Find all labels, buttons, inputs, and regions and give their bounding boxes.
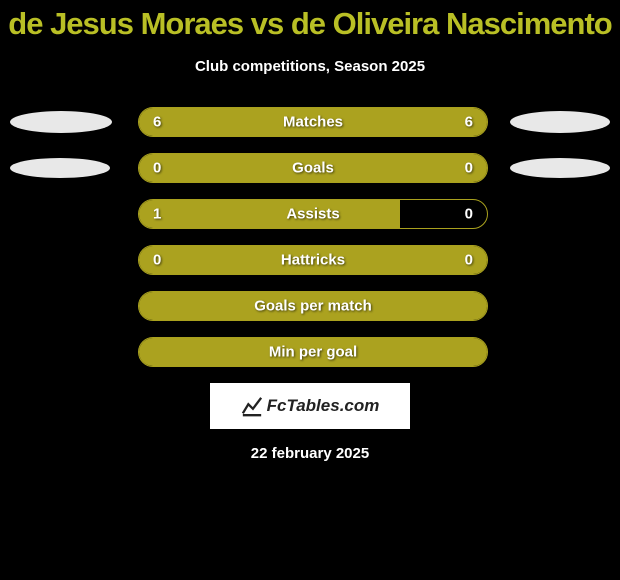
stat-row: 10Assists <box>0 199 620 229</box>
stat-bar: Min per goal <box>138 337 488 367</box>
bar-fill-right <box>313 108 487 136</box>
stat-bar: 00Hattricks <box>138 245 488 275</box>
player-marker-left <box>10 158 110 178</box>
page-title: de Jesus Moraes vs de Oliveira Nasciment… <box>0 0 620 42</box>
brand-badge: FcTables.com <box>210 383 410 429</box>
stat-row: 66Matches <box>0 107 620 137</box>
bar-fill-right <box>313 154 487 182</box>
stat-row: Goals per match <box>0 291 620 321</box>
bar-fill-left <box>139 200 400 228</box>
player-marker-right <box>510 158 610 178</box>
stat-bar: 10Assists <box>138 199 488 229</box>
player-marker-left <box>10 111 112 133</box>
stat-row: 00Goals <box>0 153 620 183</box>
bar-fill-left <box>139 154 313 182</box>
bar-fill-left <box>139 246 313 274</box>
stat-bar: Goals per match <box>138 291 488 321</box>
bar-fill-right <box>313 246 487 274</box>
stat-row: 00Hattricks <box>0 245 620 275</box>
comparison-chart: 66Matches 00Goals 10Assists 00Hattricks Goal… <box>0 107 620 367</box>
bar-fill-left <box>139 292 487 320</box>
brand-text: FcTables.com <box>267 396 380 416</box>
chart-icon <box>241 395 263 417</box>
stat-row: Min per goal <box>0 337 620 367</box>
stat-bar: 00Goals <box>138 153 488 183</box>
stat-value-right: 0 <box>465 206 473 223</box>
bar-fill-left <box>139 108 313 136</box>
stat-bar: 66Matches <box>138 107 488 137</box>
subtitle: Club competitions, Season 2025 <box>0 58 620 75</box>
bar-fill-left <box>139 338 487 366</box>
player-marker-right <box>510 111 610 133</box>
footer-date: 22 february 2025 <box>0 445 620 462</box>
